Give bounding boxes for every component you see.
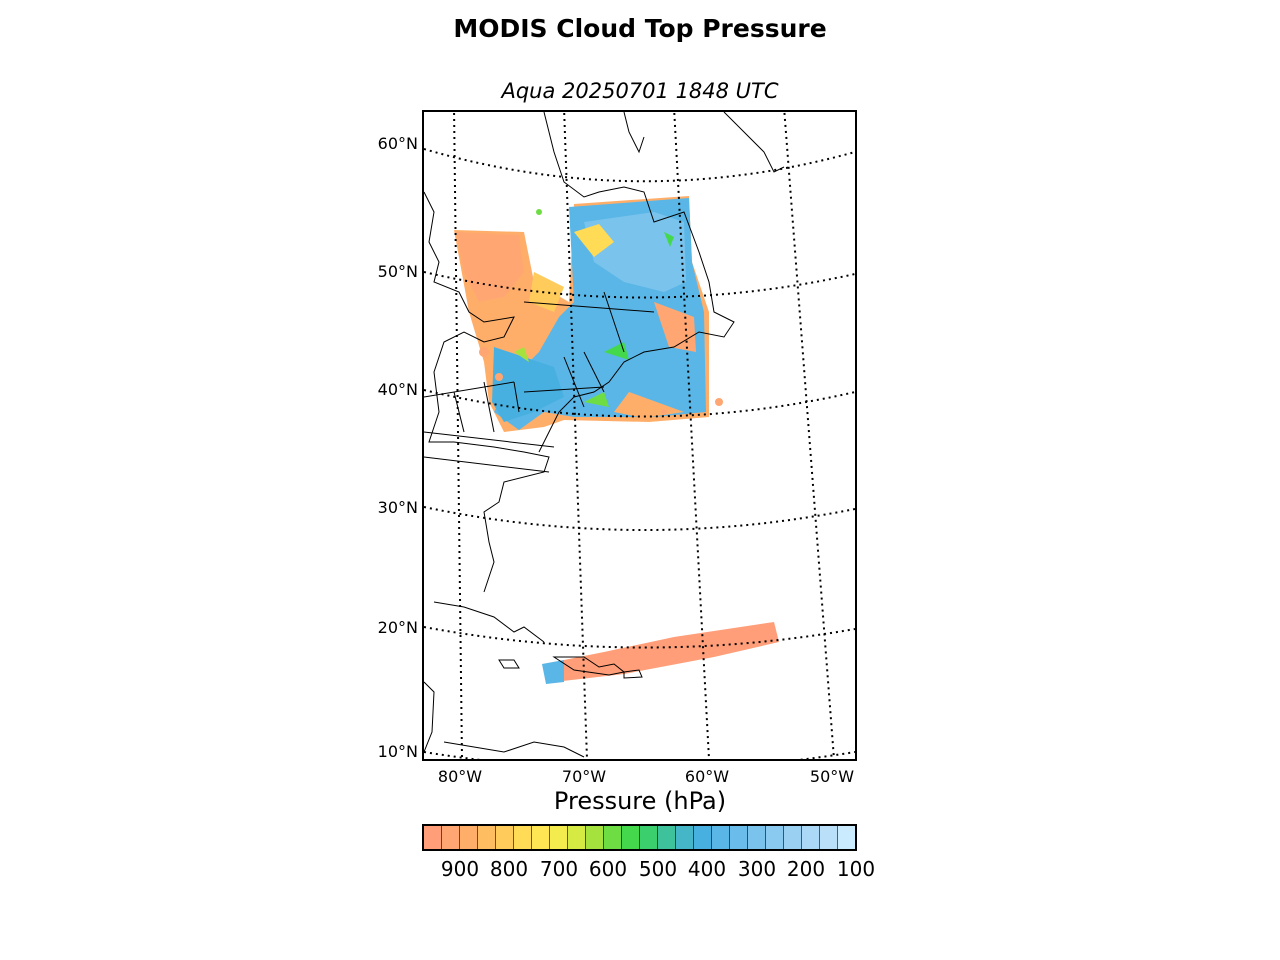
colorbar-segment — [693, 826, 711, 849]
colorbar-segment — [729, 826, 747, 849]
colorbar-segment — [424, 826, 441, 849]
lat-label-10n: 10°N — [377, 742, 418, 761]
colorbar-segment — [801, 826, 819, 849]
colorbar-segment — [783, 826, 801, 849]
colorbar-segment — [621, 826, 639, 849]
colorbar-segment — [819, 826, 837, 849]
lat-label-40n: 40°N — [377, 380, 418, 399]
colorbar-label: Pressure (hPa) — [553, 787, 727, 815]
colorbar-tick: 800 — [489, 857, 529, 881]
cloud-fragments — [479, 209, 723, 415]
lon-label-70w: 70°W — [561, 767, 607, 786]
colorbar-segment — [549, 826, 567, 849]
chart-subtitle: Aqua 20250701 1848 UTC — [501, 79, 779, 103]
colorbar — [422, 824, 857, 851]
coastlines — [424, 112, 785, 758]
colorbar-segment — [675, 826, 693, 849]
graticule — [424, 112, 855, 759]
map-frame — [422, 110, 857, 761]
lat-label-50n: 50°N — [377, 262, 418, 281]
colorbar-segment — [495, 826, 513, 849]
colorbar-tick: 900 — [440, 857, 480, 881]
state-borders — [424, 291, 655, 473]
colorbar-tick: 500 — [638, 857, 678, 881]
colorbar-tick: 600 — [588, 857, 628, 881]
colorbar-segment — [585, 826, 603, 849]
colorbar-tick: 300 — [737, 857, 777, 881]
lat-label-20n: 20°N — [377, 618, 418, 637]
colorbar-segment — [459, 826, 477, 849]
lon-label-80w: 80°W — [437, 767, 483, 786]
colorbar-segment — [567, 826, 585, 849]
lon-label-60w: 60°W — [684, 767, 730, 786]
colorbar-tick: 100 — [836, 857, 876, 881]
map-canvas — [424, 112, 855, 759]
colorbar-segment — [513, 826, 531, 849]
colorbar-tick: 400 — [687, 857, 727, 881]
colorbar-segment — [639, 826, 657, 849]
cloud-swath-north — [454, 196, 709, 432]
colorbar-segment — [837, 826, 855, 849]
colorbar-segment — [711, 826, 729, 849]
cloud-swath-caribbean — [542, 622, 779, 684]
lat-label-60n: 60°N — [377, 134, 418, 153]
colorbar-segment — [441, 826, 459, 849]
chart-title: MODIS Cloud Top Pressure — [453, 14, 827, 43]
colorbar-segment — [747, 826, 765, 849]
colorbar-segment — [531, 826, 549, 849]
lat-label-30n: 30°N — [377, 498, 418, 517]
colorbar-tick: 200 — [786, 857, 826, 881]
colorbar-segment — [477, 826, 495, 849]
colorbar-segment — [765, 826, 783, 849]
colorbar-segment — [603, 826, 621, 849]
colorbar-segment — [657, 826, 675, 849]
colorbar-tick: 700 — [539, 857, 579, 881]
lon-label-50w: 50°W — [809, 767, 855, 786]
